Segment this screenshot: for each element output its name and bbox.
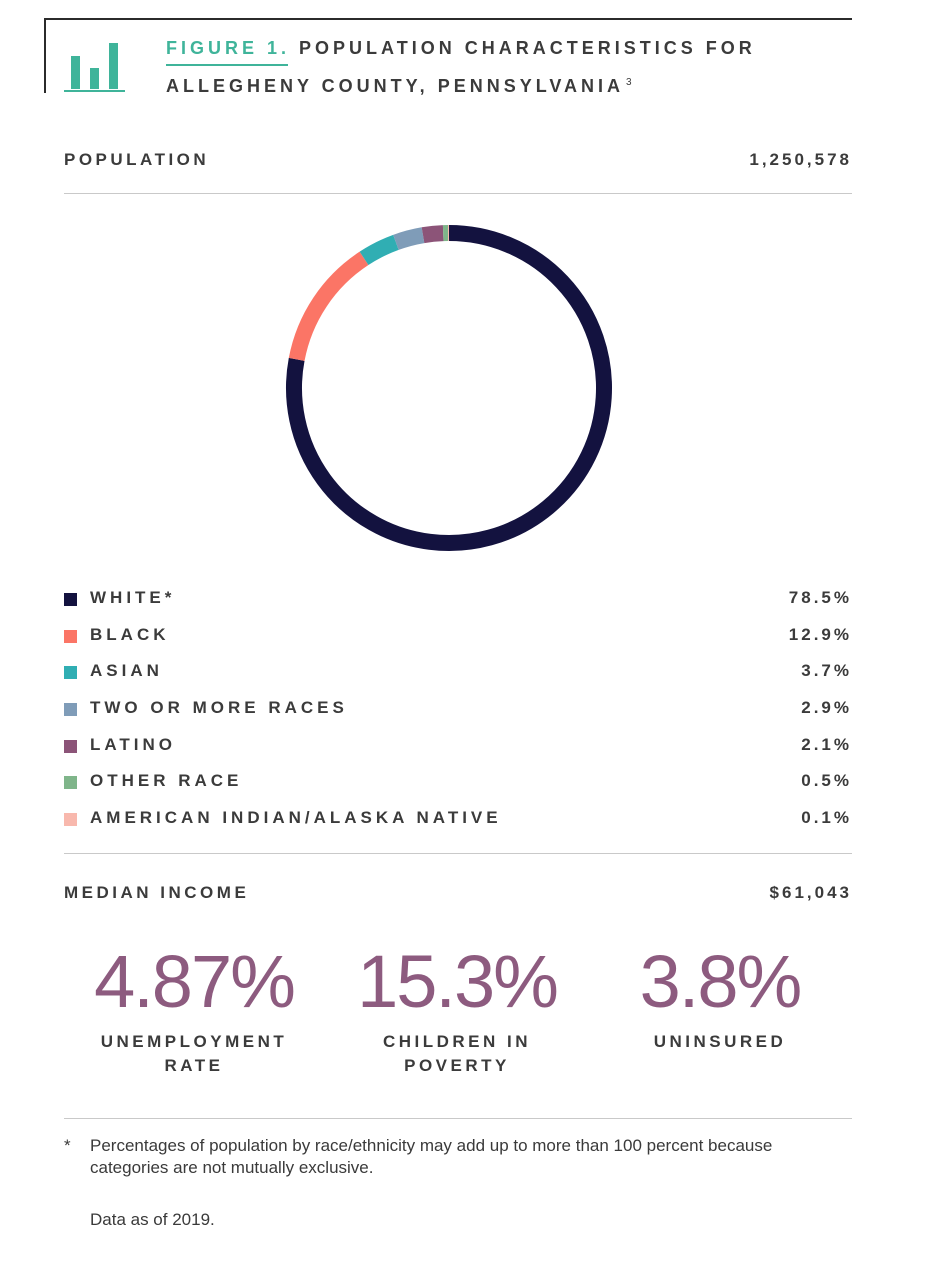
donut-slice-two-or-more-races: [393, 227, 425, 250]
legend-label: AMERICAN INDIAN/ALASKA NATIVE: [90, 808, 502, 828]
figure-label-underline: [166, 64, 288, 66]
legend-label: OTHER RACE: [90, 771, 243, 791]
chart-legend: WHITE* 78.5% BLACK 12.9% ASIAN 3.7% TWO OR MOR…: [64, 588, 852, 845]
legend-value: 2.1%: [801, 734, 852, 754]
figure-title: FIGURE 1. POPULATION CHARACTERISTICS FOR: [166, 38, 756, 59]
legend-swatch: [64, 703, 77, 717]
figure-title-line2-wrap: ALLEGHENY COUNTY, PENNSYLVANIA 3: [166, 76, 633, 97]
bar-chart-icon: [64, 43, 125, 92]
legend-item: TWO OR MORE RACES 2.9%: [64, 698, 852, 735]
frame-top-border: [44, 18, 852, 20]
divider: [64, 853, 852, 854]
legend-item: LATINO 2.1%: [64, 735, 852, 772]
legend-value: 0.1%: [801, 808, 852, 828]
legend-swatch: [64, 776, 77, 790]
legend-value: 78.5%: [788, 588, 852, 607]
legend-swatch: [64, 739, 77, 753]
legend-swatch: [64, 813, 77, 827]
legend-label: WHITE*: [90, 588, 176, 607]
divider: [64, 1118, 852, 1119]
legend-item: BLACK 12.9%: [64, 625, 852, 662]
stat-number: 15.3%: [357, 940, 559, 1023]
donut-chart: [286, 224, 612, 551]
legend-swatch: [64, 629, 77, 643]
legend-label: TWO OR MORE RACES: [90, 698, 348, 718]
legend-item: WHITE* 78.5%: [64, 588, 852, 625]
legend-item: ASIAN 3.7%: [64, 661, 852, 698]
median-income-value: $61,043: [769, 883, 852, 902]
legend-label: LATINO: [90, 734, 177, 754]
stat-number: 4.87%: [94, 940, 296, 1023]
legend-item: OTHER RACE 0.5%: [64, 771, 852, 808]
stat-label-line2: POVERTY: [404, 1056, 510, 1075]
donut-slice-white: [286, 225, 612, 551]
footnote-reference: 3: [626, 77, 633, 88]
donut-slice-black: [288, 251, 369, 361]
stat-label-line1: UNINSURED: [653, 1032, 787, 1051]
legend-value: 12.9%: [788, 624, 852, 644]
population-value: 1,250,578: [749, 150, 852, 169]
footnote-marker: *: [64, 1136, 71, 1155]
legend-value: 3.7%: [801, 661, 852, 681]
stat-uninsured: 3.8% UNINSURED: [590, 940, 850, 1054]
divider: [64, 193, 852, 194]
stat-unemployment: 4.87% UNEMPLOYMENT RATE: [64, 940, 324, 1078]
median-income-label: MEDIAN INCOME: [64, 883, 250, 902]
legend-item: AMERICAN INDIAN/ALASKA NATIVE 0.1%: [64, 808, 852, 845]
stat-number: 3.8%: [639, 940, 803, 1023]
data-note: Data as of 2019.: [90, 1210, 215, 1229]
donut-slice-latino: [421, 225, 444, 244]
legend-swatch: [64, 593, 77, 606]
legend-label: BLACK: [90, 624, 170, 644]
figure-title-line1: POPULATION CHARACTERISTICS FOR: [299, 38, 756, 58]
donut-slice-asian: [359, 234, 399, 266]
frame-left-border: [44, 18, 46, 93]
figure-label: FIGURE 1.: [166, 38, 291, 58]
stat-label-line1: UNEMPLOYMENT: [100, 1032, 288, 1051]
stat-children-poverty: 15.3% CHILDREN IN POVERTY: [327, 940, 587, 1078]
stat-label-line2: RATE: [164, 1056, 224, 1075]
stat-label-line1: CHILDREN IN: [382, 1032, 532, 1051]
legend-value: 0.5%: [801, 771, 852, 791]
legend-swatch: [64, 666, 77, 680]
figure-title-line2: ALLEGHENY COUNTY, PENNSYLVANIA: [166, 76, 625, 96]
legend-value: 2.9%: [801, 698, 852, 718]
footnote-text: Percentages of population by race/ethnic…: [90, 1136, 773, 1177]
population-label: POPULATION: [64, 150, 210, 169]
legend-label: ASIAN: [90, 661, 163, 681]
